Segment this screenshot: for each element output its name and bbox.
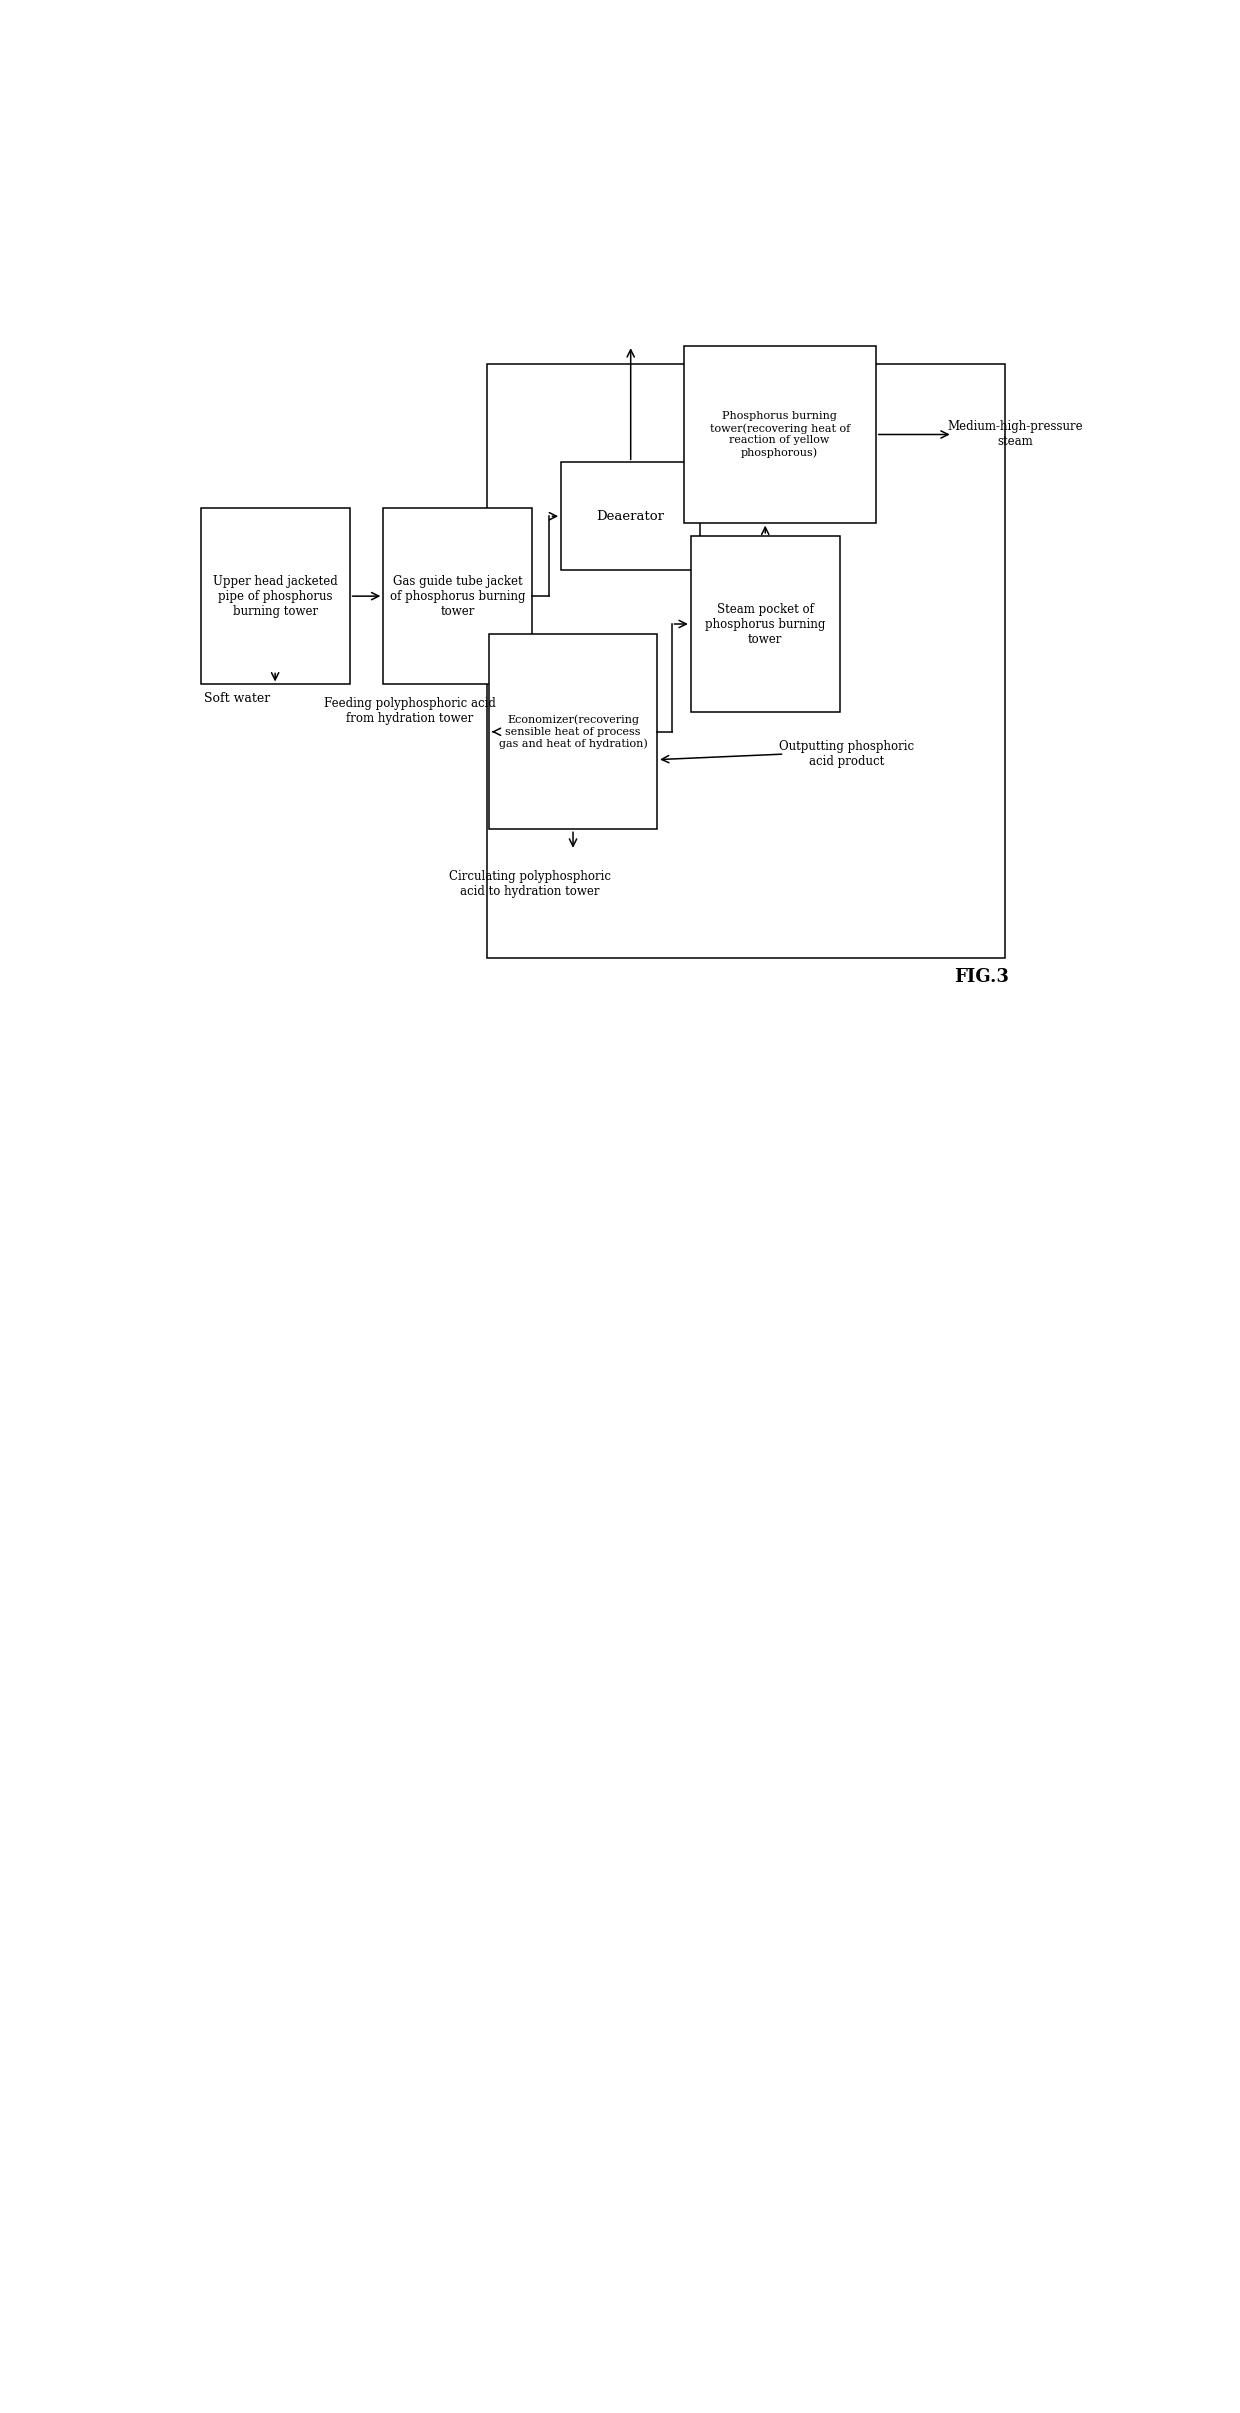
Text: Steam pocket of
phosphorus burning
tower: Steam pocket of phosphorus burning tower — [706, 603, 826, 647]
Bar — [560, 463, 701, 569]
Text: Circulating polyphosphoric
acid to hydration tower: Circulating polyphosphoric acid to hydra… — [449, 871, 611, 898]
Text: Medium-high-pressure
steam: Medium-high-pressure steam — [947, 420, 1083, 449]
Bar — [383, 507, 532, 685]
Text: Feeding polyphosphoric acid
from hydration tower: Feeding polyphosphoric acid from hydrati… — [324, 697, 496, 726]
Text: Outputting phosphoric
acid product: Outputting phosphoric acid product — [780, 741, 914, 767]
Text: Soft water: Soft water — [203, 693, 270, 705]
Text: Phosphorus burning
tower(recovering heat of
reaction of yellow
phosphorous): Phosphorus burning tower(recovering heat… — [709, 410, 849, 458]
Bar — [683, 345, 875, 524]
Bar — [486, 364, 1006, 958]
Bar — [489, 635, 657, 830]
Text: Upper head jacketed
pipe of phosphorus
burning tower: Upper head jacketed pipe of phosphorus b… — [213, 574, 337, 618]
Bar — [691, 536, 839, 712]
Bar — [201, 507, 350, 685]
Text: Economizer(recovering
sensible heat of process
gas and heat of hydration): Economizer(recovering sensible heat of p… — [498, 714, 647, 748]
Text: Gas guide tube jacket
of phosphorus burning
tower: Gas guide tube jacket of phosphorus burn… — [389, 574, 526, 618]
Text: FIG.3: FIG.3 — [954, 968, 1009, 987]
Text: Deaerator: Deaerator — [596, 509, 665, 524]
